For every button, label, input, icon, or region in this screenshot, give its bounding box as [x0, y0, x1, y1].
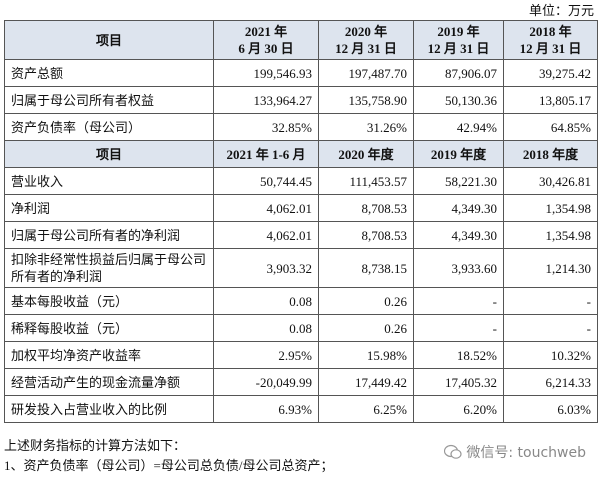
- value-cell: 2.95%: [213, 341, 319, 369]
- value-cell: 1,214.30: [503, 248, 598, 288]
- value-cell: 64.85%: [503, 113, 598, 141]
- label-cell: 净利润: [4, 194, 214, 222]
- value-cell: 8,708.53: [318, 221, 414, 249]
- data-row: 归属于母公司所有者的净利润 4,062.01 8,708.53 4,349.30 1,3…: [4, 221, 598, 249]
- label-cell: 归属于母公司所有者权益: [4, 86, 214, 114]
- header-row: 项目 2021 年 1-6 月 2020 年度 2019 年度 2018 年度: [4, 140, 598, 168]
- header-cell: 2018 年 12 月 31 日: [503, 20, 598, 60]
- value-cell: 18.52%: [413, 341, 504, 369]
- data-row: 资产负债率（母公司） 32.85% 31.26% 42.94% 64.85%: [4, 113, 598, 141]
- value-cell: 199,546.93: [213, 59, 319, 87]
- header-cell: 项目: [4, 140, 214, 168]
- data-row: 扣除非经常性损益后归属于母公司所有者的净利润 3,903.32 8,738.15 3,…: [4, 248, 598, 288]
- value-cell: 42.94%: [413, 113, 504, 141]
- watermark: 微信号: touchweb: [444, 442, 586, 462]
- data-row: 稀释每股收益（元） 0.08 0.26- -: [4, 314, 598, 342]
- value-cell: -: [503, 287, 598, 315]
- header-cell: 项目: [4, 20, 214, 60]
- table-body: 项目 2021 年 6 月 30 日 2020 年 12 月 31 日 2019 年 …: [4, 20, 598, 423]
- value-cell: 1,354.98: [503, 194, 598, 222]
- value-cell: 13,805.17: [503, 86, 598, 114]
- data-row: 资产总额 199,546.93 197,487.70 87,906.07 39,275.…: [4, 59, 598, 87]
- label-cell: 资产负债率（母公司）: [4, 113, 214, 141]
- value-cell: 6.03%: [503, 395, 598, 423]
- value-cell: 4,349.30: [413, 221, 504, 249]
- value-cell: 10.32%: [503, 341, 598, 369]
- watermark-text: 微信号: touchweb: [466, 445, 586, 461]
- label-cell: 扣除非经常性损益后归属于母公司所有者的净利润: [4, 248, 214, 288]
- value-cell: 6.20%: [413, 395, 504, 423]
- value-cell: 3,903.32: [213, 248, 319, 288]
- label-cell: 归属于母公司所有者的净利润: [4, 221, 214, 249]
- value-cell: 111,453.57: [318, 167, 414, 195]
- header-cell: 2019 年度: [413, 140, 504, 168]
- value-cell: 4,349.30: [413, 194, 504, 222]
- value-cell: 17,449.42: [318, 368, 414, 396]
- label-cell: 稀释每股收益（元）: [4, 314, 214, 342]
- value-cell: 0.26: [318, 287, 414, 315]
- data-row: 基本每股收益（元） 0.08 0.26- -: [4, 287, 598, 315]
- header-cell: 2020 年度: [318, 140, 414, 168]
- financial-table: 项目 2021 年 6 月 30 日 2020 年 12 月 31 日 2019 年 …: [4, 20, 598, 423]
- label-cell: 研发投入占营业收入的比例: [4, 395, 214, 423]
- value-cell: 32.85%: [213, 113, 319, 141]
- data-row: 营业收入 50,744.45 111,453.57 58,221.30 30,426.8…: [4, 167, 598, 195]
- header-row: 项目 2021 年 6 月 30 日 2020 年 12 月 31 日 2019 年 …: [4, 20, 598, 60]
- data-row: 加权平均净资产收益率 2.95% 15.98% 18.52% 10.32%: [4, 341, 598, 369]
- value-cell: 30,426.81: [503, 167, 598, 195]
- value-cell: 15.98%: [318, 341, 414, 369]
- value-cell: 3,933.60: [413, 248, 504, 288]
- label-cell: 基本每股收益（元）: [4, 287, 214, 315]
- value-cell: 39,275.42: [503, 59, 598, 87]
- unit-label: 单位：万元: [528, 3, 594, 18]
- footnote-line: 上述财务指标的计算方法如下：: [4, 438, 187, 453]
- value-cell: 50,744.45: [213, 167, 319, 195]
- value-cell: 4,062.01: [213, 221, 319, 249]
- value-cell: 50,130.36: [413, 86, 504, 114]
- value-cell: 31.26%: [318, 113, 414, 141]
- value-cell: -: [413, 287, 504, 315]
- value-cell: 133,964.27: [213, 86, 319, 114]
- footnotes: 上述财务指标的计算方法如下： 1、资产负债率（母公司）=母公司总负债/母公司总资产…: [4, 436, 333, 476]
- value-cell: -: [503, 314, 598, 342]
- header-cell: 2020 年 12 月 31 日: [318, 20, 414, 60]
- data-row: 归属于母公司所有者权益 133,964.27 135,758.90 50,130.36…: [4, 86, 598, 114]
- wechat-icon: [444, 444, 462, 459]
- value-cell: 17,405.32: [413, 368, 504, 396]
- label-cell: 加权平均净资产收益率: [4, 341, 214, 369]
- label-cell: 资产总额: [4, 59, 214, 87]
- data-row: 研发投入占营业收入的比例 6.93% 6.25% 6.20% 6.03%: [4, 395, 598, 423]
- value-cell: 4,062.01: [213, 194, 319, 222]
- value-cell: 8,708.53: [318, 194, 414, 222]
- value-cell: -: [413, 314, 504, 342]
- data-row: 净利润 4,062.01 8,708.53 4,349.30 1,354.98: [4, 194, 598, 222]
- value-cell: 0.08: [213, 314, 319, 342]
- value-cell: 6,214.33: [503, 368, 598, 396]
- label-cell: 经营活动产生的现金流量净额: [4, 368, 214, 396]
- header-cell: 2021 年 1-6 月: [213, 140, 319, 168]
- value-cell: 6.93%: [213, 395, 319, 423]
- value-cell: 8,738.15: [318, 248, 414, 288]
- value-cell: 6.25%: [318, 395, 414, 423]
- value-cell: 87,906.07: [413, 59, 504, 87]
- footnote-line: 1、资产负债率（母公司）=母公司总负债/母公司总资产；: [4, 458, 334, 473]
- data-row: 经营活动产生的现金流量净额 -20,049.99 17,449.42 17,405.3…: [4, 368, 598, 396]
- header-cell: 2018 年度: [503, 140, 598, 168]
- label-cell: 营业收入: [4, 167, 214, 195]
- value-cell: 197,487.70: [318, 59, 414, 87]
- value-cell: 0.08: [213, 287, 319, 315]
- value-cell: 58,221.30: [413, 167, 504, 195]
- header-cell: 2021 年 6 月 30 日: [213, 20, 319, 60]
- value-cell: -20,049.99: [213, 368, 319, 396]
- value-cell: 0.26: [318, 314, 414, 342]
- value-cell: 1,354.98: [503, 221, 598, 249]
- value-cell: 135,758.90: [318, 86, 414, 114]
- header-cell: 2019 年 12 月 31 日: [413, 20, 504, 60]
